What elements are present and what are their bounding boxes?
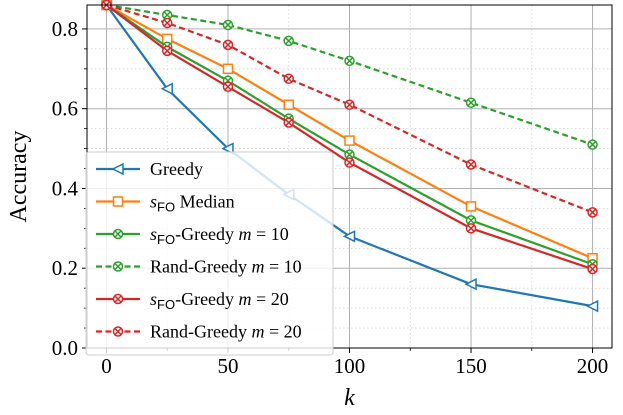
legend-label: sFO-Greedy m = 10: [150, 224, 289, 247]
series-6: [101, 0, 598, 218]
data-point: [112, 196, 124, 207]
data-point: [160, 82, 173, 95]
data-point: [344, 157, 355, 168]
data-point: [221, 142, 234, 155]
x-axis-label: k: [344, 385, 355, 411]
data-point: [344, 99, 355, 110]
x-tick-label: 200: [577, 354, 609, 378]
data-point: [222, 63, 234, 75]
x-tick-label: 150: [455, 354, 487, 378]
data-point: [112, 228, 124, 240]
data-point: [161, 17, 173, 29]
data-point: [465, 97, 477, 108]
y-tick-label: 0.4: [52, 176, 79, 200]
data-point: [283, 73, 294, 85]
data-point: [464, 277, 477, 291]
legend-item: sFO-Greedy m = 20: [96, 289, 289, 312]
x-tick-label: 0: [101, 354, 112, 378]
legend-label: Rand-Greedy m = 20: [150, 322, 302, 342]
data-point: [465, 223, 477, 234]
legend-label: sFO Median: [150, 192, 235, 215]
data-point: [283, 117, 294, 128]
legend-item: sFO-Greedy m = 10: [96, 224, 289, 247]
y-tick-label: 0.6: [52, 97, 78, 121]
data-point: [587, 139, 598, 150]
legend-item: Greedy: [96, 159, 203, 179]
data-point: [283, 35, 294, 47]
data-point: [112, 293, 124, 305]
legend-item: sFO Median: [96, 192, 235, 215]
data-point: [222, 39, 234, 51]
data-point: [465, 159, 477, 170]
data-point: [111, 162, 124, 176]
data-point: [342, 230, 356, 243]
x-tick-label: 50: [217, 354, 238, 378]
y-tick-label: 0.2: [52, 256, 78, 280]
data-point: [112, 261, 124, 272]
legend: Greedy sFO Median sFO-Greedy m = 10 Rand-Gr…: [85, 151, 334, 356]
data-point: [112, 326, 124, 337]
data-point: [222, 19, 234, 31]
data-point: [465, 201, 477, 212]
legend-box: [85, 151, 334, 356]
data-point: [161, 45, 173, 57]
legend-item: Rand-Greedy m = 20: [96, 322, 302, 342]
series-2: [101, 0, 598, 264]
legend-label: sFO-Greedy m = 20: [150, 289, 289, 312]
ticks: 0 50 100 150 200 0.0 0.2 0.4 0.6 0.8: [52, 17, 609, 378]
legend-label: Greedy: [150, 159, 203, 179]
data-point: [283, 99, 294, 110]
data-point: [585, 299, 599, 313]
data-point: [587, 263, 598, 275]
y-axis-label: Accuracy: [6, 131, 32, 223]
y-tick-label: 0.0: [52, 336, 78, 360]
data-point: [344, 135, 355, 146]
data-point: [222, 81, 234, 93]
data-point: [587, 207, 598, 218]
legend-label: Rand-Greedy m = 10: [150, 257, 302, 277]
legend-item: Rand-Greedy m = 10: [96, 257, 302, 277]
x-tick-label: 100: [334, 354, 366, 378]
data-point: [344, 55, 355, 67]
y-tick-label: 0.8: [52, 17, 78, 41]
